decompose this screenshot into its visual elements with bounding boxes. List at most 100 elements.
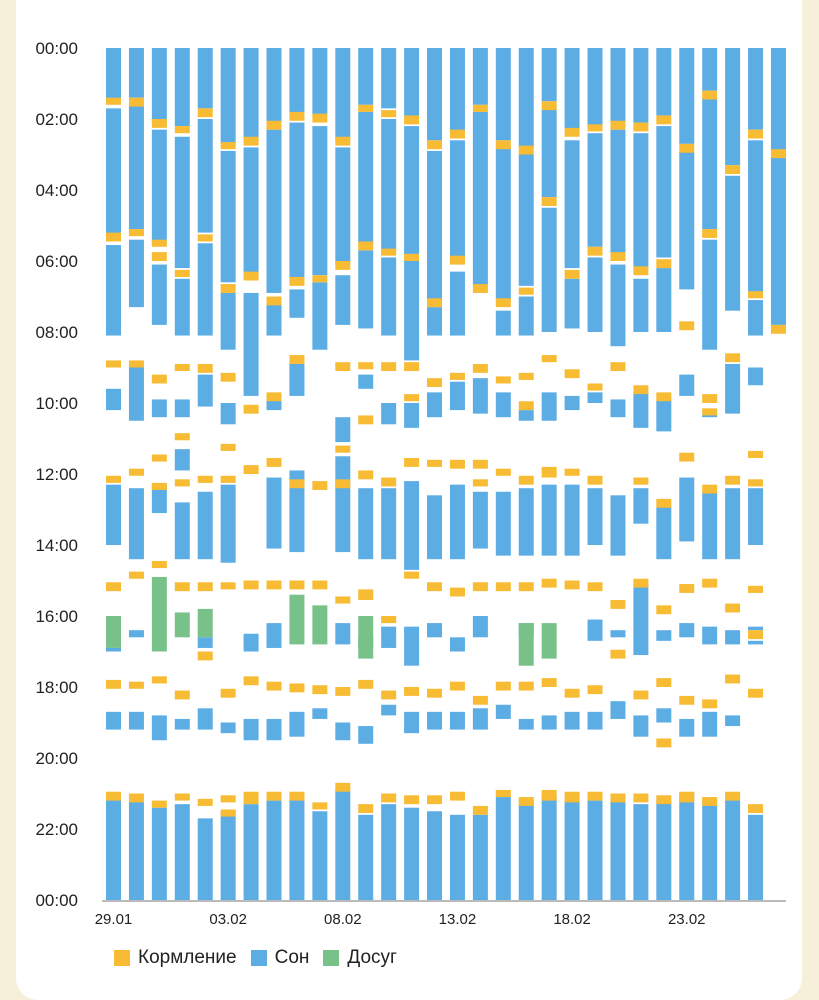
sleep-segment[interactable] <box>679 48 695 144</box>
sleep-segment[interactable] <box>220 150 236 283</box>
sleep-segment[interactable] <box>427 811 443 900</box>
sleep-segment[interactable] <box>495 147 511 301</box>
sleep-segment[interactable] <box>656 800 672 900</box>
sleep-segment[interactable] <box>358 374 374 389</box>
sleep-segment[interactable] <box>610 701 626 719</box>
sleep-segment[interactable] <box>633 133 649 269</box>
sleep-segment[interactable] <box>679 150 695 290</box>
sleep-segment[interactable] <box>197 818 213 900</box>
sleep-segment[interactable] <box>518 718 534 730</box>
sleep-segment[interactable] <box>358 726 374 744</box>
sleep-segment[interactable] <box>518 154 534 286</box>
sleep-segment[interactable] <box>564 48 580 130</box>
feeding-segment[interactable] <box>174 793 190 801</box>
feeding-segment[interactable] <box>128 229 144 237</box>
feeding-segment[interactable] <box>610 793 626 803</box>
feeding-segment[interactable] <box>174 126 190 134</box>
feeding-segment[interactable] <box>220 372 236 382</box>
leisure-segment[interactable] <box>174 612 190 638</box>
feeding-segment[interactable] <box>151 482 167 490</box>
feeding-segment[interactable] <box>404 362 420 372</box>
sleep-segment[interactable] <box>266 477 282 549</box>
sleep-segment[interactable] <box>289 48 305 116</box>
feeding-segment[interactable] <box>381 248 397 256</box>
feeding-segment[interactable] <box>449 255 465 265</box>
sleep-segment[interactable] <box>197 243 213 336</box>
sleep-segment[interactable] <box>748 640 764 645</box>
sleep-segment[interactable] <box>633 48 649 123</box>
feeding-segment[interactable] <box>174 582 190 592</box>
sleep-segment[interactable] <box>633 715 649 737</box>
feeding-segment[interactable] <box>656 605 672 615</box>
sleep-segment[interactable] <box>106 245 121 336</box>
sleep-segment[interactable] <box>151 807 167 900</box>
sleep-segment[interactable] <box>128 711 144 730</box>
leisure-segment[interactable] <box>358 616 374 659</box>
sleep-segment[interactable] <box>679 477 695 542</box>
sleep-segment[interactable] <box>472 378 488 414</box>
sleep-segment[interactable] <box>174 399 190 418</box>
feeding-segment[interactable] <box>770 149 786 159</box>
leisure-segment[interactable] <box>289 594 305 645</box>
sleep-segment[interactable] <box>243 804 259 900</box>
feeding-segment[interactable] <box>748 688 764 698</box>
sleep-segment[interactable] <box>449 271 465 336</box>
feeding-segment[interactable] <box>358 362 374 370</box>
sleep-segment[interactable] <box>335 48 351 141</box>
feeding-segment[interactable] <box>427 795 443 805</box>
feeding-segment[interactable] <box>404 115 420 125</box>
sleep-segment[interactable] <box>518 800 534 900</box>
feeding-segment[interactable] <box>427 140 443 150</box>
feeding-segment[interactable] <box>495 582 511 592</box>
sleep-segment[interactable] <box>381 403 397 425</box>
feeding-segment[interactable] <box>106 475 121 483</box>
sleep-segment[interactable] <box>358 250 374 329</box>
feeding-segment[interactable] <box>748 630 764 640</box>
sleep-segment[interactable] <box>128 488 144 560</box>
sleep-segment[interactable] <box>266 800 282 900</box>
sleep-segment[interactable] <box>243 292 259 396</box>
feeding-segment[interactable] <box>495 376 511 384</box>
feeding-segment[interactable] <box>404 253 420 261</box>
feeding-segment[interactable] <box>679 695 695 705</box>
feeding-segment[interactable] <box>220 809 236 817</box>
sleep-segment[interactable] <box>656 505 672 560</box>
feeding-segment[interactable] <box>610 120 626 130</box>
feeding-segment[interactable] <box>495 468 511 476</box>
sleep-segment[interactable] <box>220 48 236 144</box>
feeding-segment[interactable] <box>358 470 374 480</box>
sleep-segment[interactable] <box>174 48 190 127</box>
sleep-segment[interactable] <box>358 111 374 244</box>
sleep-segment[interactable] <box>335 456 351 553</box>
feeding-segment[interactable] <box>128 681 144 689</box>
sleep-segment[interactable] <box>748 300 764 336</box>
feeding-segment[interactable] <box>106 232 121 242</box>
sleep-segment[interactable] <box>106 108 121 237</box>
feeding-segment[interactable] <box>702 484 718 494</box>
feeding-segment[interactable] <box>427 582 443 592</box>
feeding-segment[interactable] <box>633 477 649 485</box>
sleep-segment[interactable] <box>404 481 420 570</box>
sleep-segment[interactable] <box>404 126 420 254</box>
sleep-segment[interactable] <box>633 392 649 428</box>
sleep-segment[interactable] <box>266 399 282 411</box>
leisure-segment[interactable] <box>518 623 534 666</box>
sleep-segment[interactable] <box>449 814 465 900</box>
feeding-segment[interactable] <box>106 582 121 592</box>
feeding-segment[interactable] <box>197 651 213 661</box>
sleep-segment[interactable] <box>427 623 443 638</box>
sleep-segment[interactable] <box>404 261 420 361</box>
feeding-segment[interactable] <box>335 782 351 792</box>
feeding-segment[interactable] <box>128 97 144 107</box>
feeding-segment[interactable] <box>725 353 741 363</box>
sleep-segment[interactable] <box>725 797 741 900</box>
feeding-segment[interactable] <box>656 795 672 805</box>
sleep-segment[interactable] <box>243 147 259 276</box>
feeding-segment[interactable] <box>518 401 534 411</box>
sleep-segment[interactable] <box>541 392 557 421</box>
feeding-segment[interactable] <box>243 465 259 474</box>
sleep-segment[interactable] <box>381 804 397 900</box>
feeding-segment[interactable] <box>679 584 695 593</box>
feeding-segment[interactable] <box>220 582 236 590</box>
sleep-segment[interactable] <box>174 718 190 730</box>
